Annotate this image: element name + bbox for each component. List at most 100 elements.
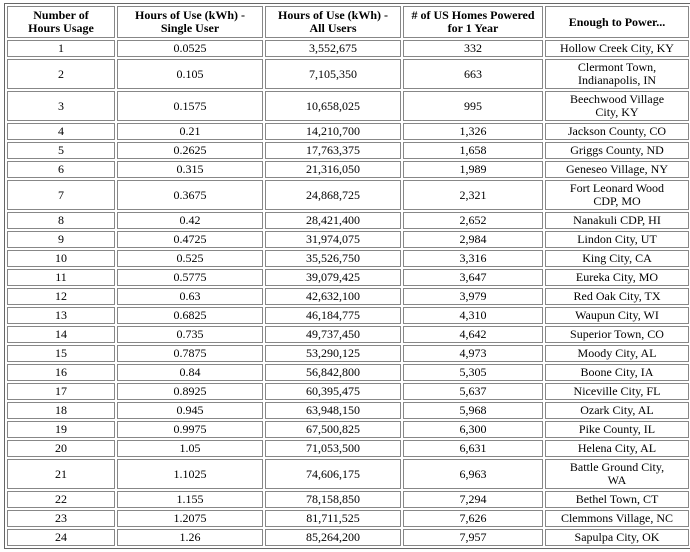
table-cell-kwh-single-user: 0.8925 [117, 383, 263, 400]
table-row: 2 0.105 7,105,350 663 Clermont Town, Indiana… [7, 59, 689, 89]
table-cell-homes-powered: 5,637 [403, 383, 543, 400]
table-cell-kwh-all-users: 17,763,375 [265, 142, 401, 159]
table-cell-homes-powered: 3,979 [403, 288, 543, 305]
table-cell-hours-usage: 17 [7, 383, 115, 400]
table-cell-enough-to-power: Battle Ground City, WA [545, 459, 689, 489]
table-cell-kwh-all-users: 46,184,775 [265, 307, 401, 324]
table-cell-kwh-all-users: 74,606,175 [265, 459, 401, 489]
table-row: 3 0.1575 10,658,025 995 Beechwood Village Ci… [7, 91, 689, 121]
table-cell-homes-powered: 7,957 [403, 529, 543, 546]
table-cell-hours-usage: 4 [7, 123, 115, 140]
table-cell-enough-to-power: Geneseo Village, NY [545, 161, 689, 178]
table-cell-hours-usage: 3 [7, 91, 115, 121]
table-cell-kwh-single-user: 0.525 [117, 250, 263, 267]
table-cell-kwh-single-user: 0.105 [117, 59, 263, 89]
table-cell-hours-usage: 11 [7, 269, 115, 286]
table-cell-hours-usage: 19 [7, 421, 115, 438]
table-cell-kwh-single-user: 0.9975 [117, 421, 263, 438]
table-cell-kwh-all-users: 35,526,750 [265, 250, 401, 267]
table-cell-kwh-all-users: 7,105,350 [265, 59, 401, 89]
table-cell-kwh-single-user: 0.2625 [117, 142, 263, 159]
table-cell-enough-to-power: Red Oak City, TX [545, 288, 689, 305]
header-cell-kwh-all-users: Hours of Use (kWh) - All Users [265, 6, 401, 38]
table-row: 4 0.21 14,210,700 1,326 Jackson County, CO [7, 123, 689, 140]
table-cell-enough-to-power: Niceville City, FL [545, 383, 689, 400]
table-cell-homes-powered: 1,326 [403, 123, 543, 140]
table-cell-kwh-single-user: 0.3675 [117, 180, 263, 210]
table-row: 19 0.9975 67,500,825 6,300 Pike County, IL [7, 421, 689, 438]
table-cell-kwh-single-user: 0.315 [117, 161, 263, 178]
table-cell-enough-to-power: Pike County, IL [545, 421, 689, 438]
table-row: 17 0.8925 60,395,475 5,637 Niceville City, F… [7, 383, 689, 400]
table-cell-hours-usage: 7 [7, 180, 115, 210]
table-cell-kwh-all-users: 3,552,675 [265, 40, 401, 57]
table-cell-kwh-single-user: 0.4725 [117, 231, 263, 248]
table-cell-hours-usage: 16 [7, 364, 115, 381]
table-cell-kwh-all-users: 71,053,500 [265, 440, 401, 457]
table-cell-kwh-all-users: 85,264,200 [265, 529, 401, 546]
table-cell-homes-powered: 4,642 [403, 326, 543, 343]
table-cell-hours-usage: 18 [7, 402, 115, 419]
table-cell-kwh-single-user: 0.1575 [117, 91, 263, 121]
table-row: 16 0.84 56,842,800 5,305 Boone City, IA [7, 364, 689, 381]
table-cell-enough-to-power: Beechwood Village City, KY [545, 91, 689, 121]
table-cell-hours-usage: 23 [7, 510, 115, 527]
table-cell-kwh-single-user: 0.84 [117, 364, 263, 381]
table-header: Number of Hours Usage Hours of Use (kWh) … [7, 6, 689, 38]
table-cell-homes-powered: 6,631 [403, 440, 543, 457]
table-cell-kwh-single-user: 0.6825 [117, 307, 263, 324]
table-cell-kwh-all-users: 42,632,100 [265, 288, 401, 305]
table-cell-homes-powered: 2,321 [403, 180, 543, 210]
table-cell-homes-powered: 995 [403, 91, 543, 121]
table-body: 1 0.0525 3,552,675 332 Hollow Creek City, KY… [7, 40, 689, 546]
table-cell-kwh-single-user: 1.2075 [117, 510, 263, 527]
table-cell-enough-to-power: Moody City, AL [545, 345, 689, 362]
table-cell-enough-to-power: Nanakuli CDP, HI [545, 212, 689, 229]
table-cell-enough-to-power: Jackson County, CO [545, 123, 689, 140]
table-cell-kwh-all-users: 28,421,400 [265, 212, 401, 229]
table-cell-kwh-all-users: 81,711,525 [265, 510, 401, 527]
table-cell-kwh-all-users: 21,316,050 [265, 161, 401, 178]
table-cell-hours-usage: 8 [7, 212, 115, 229]
header-row: Number of Hours Usage Hours of Use (kWh) … [7, 6, 689, 38]
table-cell-enough-to-power: Helena City, AL [545, 440, 689, 457]
table-cell-enough-to-power: Eureka City, MO [545, 269, 689, 286]
table-row: 8 0.42 28,421,400 2,652 Nanakuli CDP, HI [7, 212, 689, 229]
header-cell-hours-usage: Number of Hours Usage [7, 6, 115, 38]
table-cell-enough-to-power: Boone City, IA [545, 364, 689, 381]
table-row: 14 0.735 49,737,450 4,642 Superior Town, CO [7, 326, 689, 343]
table-cell-hours-usage: 14 [7, 326, 115, 343]
table-cell-enough-to-power: Superior Town, CO [545, 326, 689, 343]
table-cell-kwh-single-user: 0.63 [117, 288, 263, 305]
table-cell-hours-usage: 10 [7, 250, 115, 267]
table-cell-enough-to-power: Griggs County, ND [545, 142, 689, 159]
table-cell-enough-to-power: King City, CA [545, 250, 689, 267]
table-cell-kwh-single-user: 0.735 [117, 326, 263, 343]
table-row: 13 0.6825 46,184,775 4,310 Waupun City, WI [7, 307, 689, 324]
table-cell-kwh-single-user: 0.0525 [117, 40, 263, 57]
table-cell-kwh-single-user: 1.26 [117, 529, 263, 546]
table-cell-kwh-single-user: 0.21 [117, 123, 263, 140]
table-cell-kwh-all-users: 53,290,125 [265, 345, 401, 362]
table-cell-hours-usage: 2 [7, 59, 115, 89]
table-cell-kwh-all-users: 67,500,825 [265, 421, 401, 438]
table-cell-enough-to-power: Waupun City, WI [545, 307, 689, 324]
table-cell-kwh-all-users: 14,210,700 [265, 123, 401, 140]
table-cell-homes-powered: 2,652 [403, 212, 543, 229]
table-cell-kwh-all-users: 31,974,075 [265, 231, 401, 248]
table-cell-hours-usage: 13 [7, 307, 115, 324]
table-cell-homes-powered: 3,647 [403, 269, 543, 286]
table-cell-enough-to-power: Fort Leonard Wood CDP, MO [545, 180, 689, 210]
table-row: 5 0.2625 17,763,375 1,658 Griggs County, ND [7, 142, 689, 159]
table-cell-kwh-all-users: 24,868,725 [265, 180, 401, 210]
table-cell-homes-powered: 1,658 [403, 142, 543, 159]
table-cell-hours-usage: 6 [7, 161, 115, 178]
table-row: 20 1.05 71,053,500 6,631 Helena City, AL [7, 440, 689, 457]
table-cell-enough-to-power: Sapulpa City, OK [545, 529, 689, 546]
table-row: 18 0.945 63,948,150 5,968 Ozark City, AL [7, 402, 689, 419]
header-cell-homes-powered: # of US Homes Powered for 1 Year [403, 6, 543, 38]
table-cell-enough-to-power: Lindon City, UT [545, 231, 689, 248]
table-cell-homes-powered: 4,973 [403, 345, 543, 362]
table-cell-homes-powered: 332 [403, 40, 543, 57]
table-cell-homes-powered: 4,310 [403, 307, 543, 324]
